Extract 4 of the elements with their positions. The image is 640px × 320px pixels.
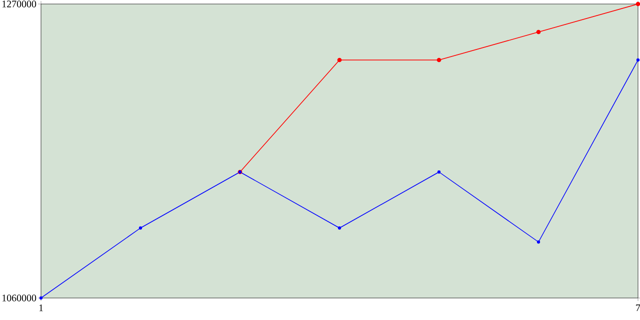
y-tick-label: 1270000 (2, 0, 36, 8)
x-tick-label: 1 (39, 304, 43, 312)
y-tick-label: 1060000 (2, 294, 36, 302)
x-tick-label: 7 (636, 304, 640, 312)
